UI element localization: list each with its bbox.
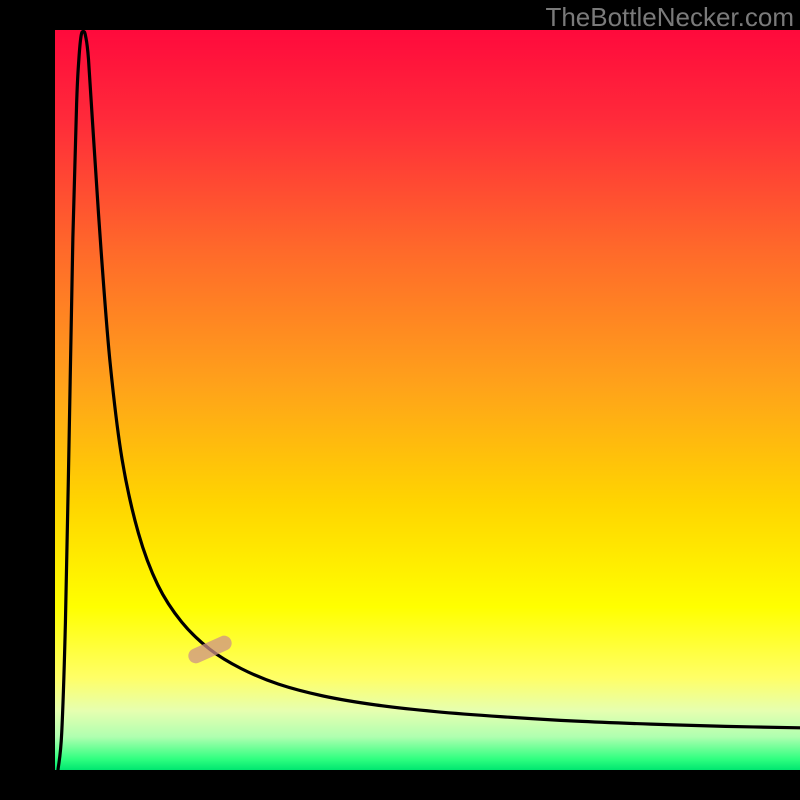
curve-layer	[55, 30, 800, 770]
bottleneck-curve	[58, 31, 800, 770]
chart-container: TheBottleNecker.com	[0, 0, 800, 800]
watermark-text: TheBottleNecker.com	[545, 2, 794, 33]
plot-area	[55, 30, 800, 770]
